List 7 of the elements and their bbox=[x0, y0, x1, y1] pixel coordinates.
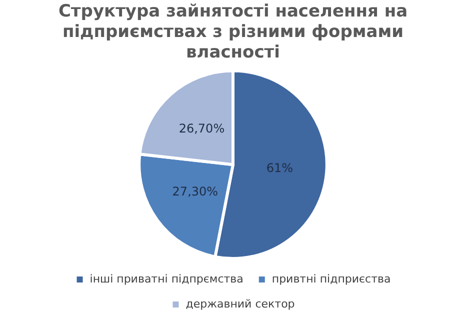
legend-label: привтні підприєства bbox=[272, 272, 391, 286]
chart-title: Структура зайнятості населення на підприємствах з різними формами власності bbox=[58, 2, 408, 62]
data-label: 26,70% bbox=[178, 122, 225, 136]
data-label: 61% bbox=[266, 161, 294, 176]
legend-label: державний сектор bbox=[186, 297, 295, 310]
data-label: 27,30% bbox=[172, 184, 218, 199]
legend-label: інші приватні підпрємства bbox=[90, 272, 244, 286]
